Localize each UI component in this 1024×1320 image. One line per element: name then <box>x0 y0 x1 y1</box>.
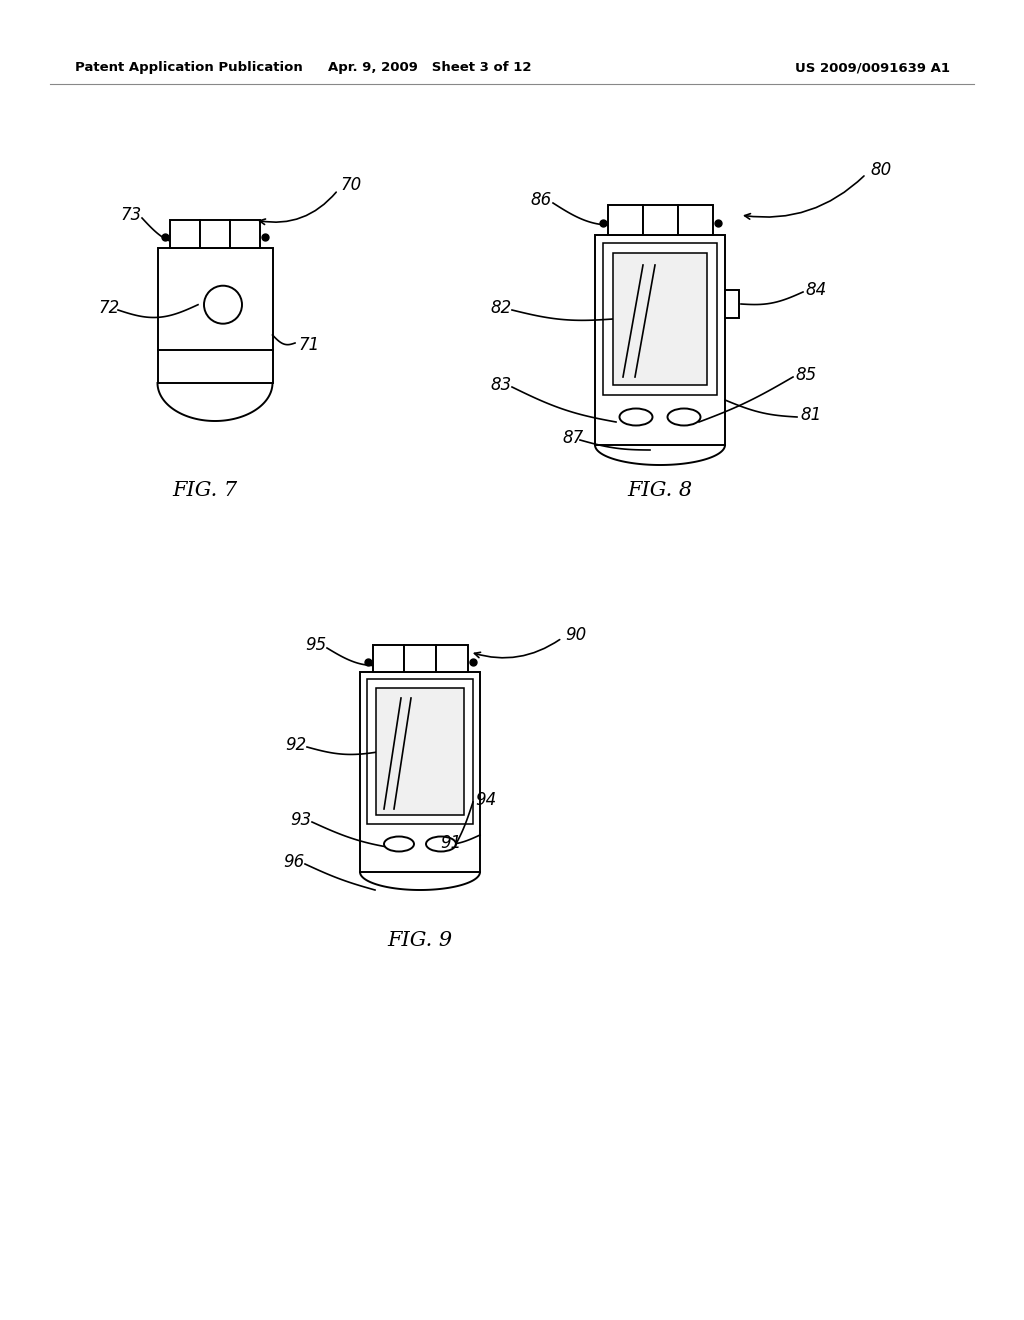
Bar <box>230 220 260 248</box>
Bar <box>200 220 230 248</box>
Text: 85: 85 <box>795 366 816 384</box>
Bar <box>360 672 480 873</box>
Bar <box>595 235 725 445</box>
Text: 87: 87 <box>562 429 584 447</box>
Text: FIG. 9: FIG. 9 <box>387 931 453 949</box>
Text: 70: 70 <box>340 176 361 194</box>
Ellipse shape <box>668 408 700 425</box>
Bar <box>376 688 464 814</box>
Ellipse shape <box>426 837 456 851</box>
Bar <box>725 290 739 318</box>
Text: 96: 96 <box>283 853 304 871</box>
Bar <box>367 678 473 824</box>
Bar <box>678 205 713 235</box>
Text: 86: 86 <box>530 191 551 209</box>
Text: 93: 93 <box>290 810 311 829</box>
Text: 84: 84 <box>805 281 826 300</box>
Bar <box>373 645 404 672</box>
Text: 71: 71 <box>298 337 319 354</box>
Circle shape <box>204 285 242 323</box>
Bar <box>404 645 436 672</box>
Text: 72: 72 <box>98 300 119 317</box>
Bar <box>642 205 678 235</box>
Text: FIG. 8: FIG. 8 <box>628 480 692 499</box>
Bar <box>613 253 707 385</box>
Text: 81: 81 <box>800 407 821 424</box>
Ellipse shape <box>620 408 652 425</box>
Bar <box>607 205 642 235</box>
Bar <box>158 248 272 383</box>
Text: FIG. 7: FIG. 7 <box>172 480 238 499</box>
Text: 80: 80 <box>870 161 891 180</box>
Bar <box>170 220 200 248</box>
Text: 92: 92 <box>285 737 306 754</box>
Text: 73: 73 <box>120 206 141 224</box>
Text: Patent Application Publication: Patent Application Publication <box>75 62 303 74</box>
Text: 94: 94 <box>475 791 497 809</box>
Ellipse shape <box>384 837 414 851</box>
Text: Apr. 9, 2009   Sheet 3 of 12: Apr. 9, 2009 Sheet 3 of 12 <box>329 62 531 74</box>
Text: US 2009/0091639 A1: US 2009/0091639 A1 <box>795 62 950 74</box>
Text: 83: 83 <box>490 376 511 393</box>
Text: 90: 90 <box>565 626 587 644</box>
Text: 82: 82 <box>490 300 511 317</box>
Bar <box>436 645 468 672</box>
Text: 95: 95 <box>305 636 327 653</box>
Bar <box>603 243 717 395</box>
Text: 91: 91 <box>440 834 461 851</box>
